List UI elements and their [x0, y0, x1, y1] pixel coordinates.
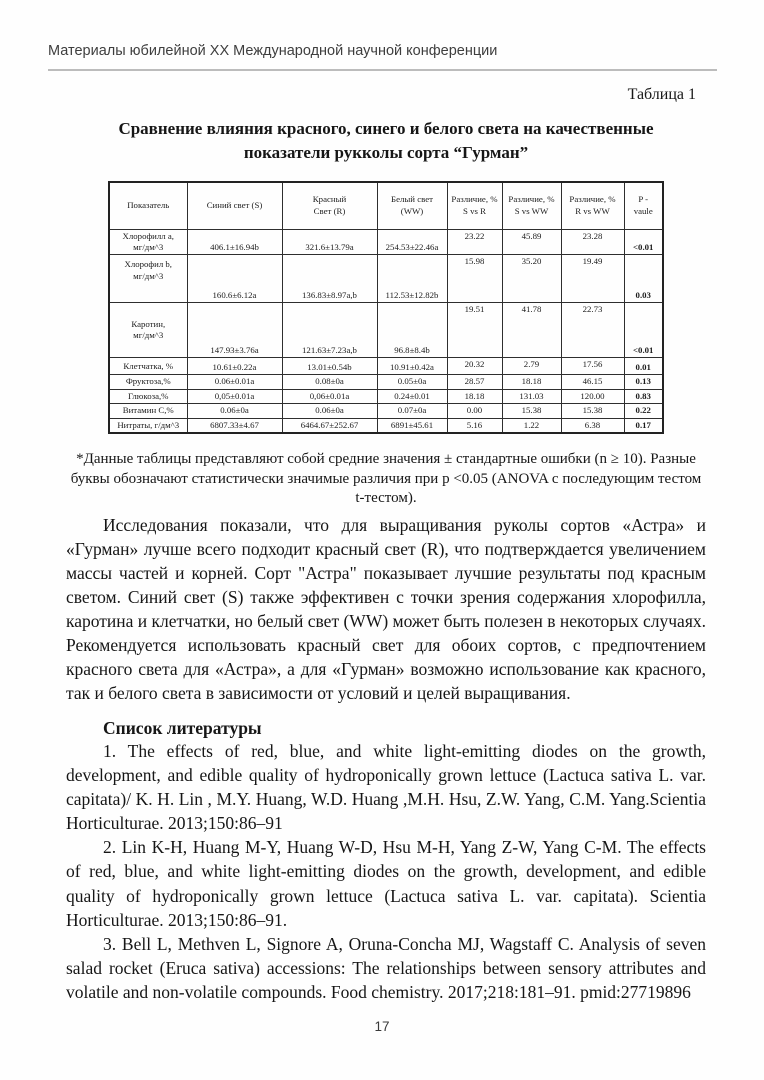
references-heading: Список литературы: [103, 718, 262, 739]
cell-value: 10.61±0.22a: [186, 357, 283, 376]
cell-pvalue: 0.03: [623, 254, 664, 304]
column-header-4: Различие, % S vs R: [446, 181, 503, 230]
table-row: Глюкоза,% 0,05±0.01a 0,06±0.01a 0.24±0.01 18…: [108, 388, 664, 405]
cell-value: 6464.67±252.67: [281, 417, 378, 434]
cell-pvalue: 0.22: [623, 403, 664, 419]
cell-value: 10.91±0.42a: [376, 357, 448, 376]
row-label: Хлорофилл a, мг/дм^3: [108, 228, 188, 256]
cell-difference: 23.22: [446, 228, 503, 256]
cell-value: 121.63±7.23a,b: [281, 302, 378, 359]
column-header-1: Синий свет (S): [186, 181, 283, 230]
cell-difference: 45.89: [501, 228, 562, 256]
cell-difference: 15.38: [560, 403, 625, 419]
cell-difference: 18.18: [501, 374, 562, 390]
cell-difference: 120.00: [560, 388, 625, 405]
row-label: Витамин C,%: [108, 403, 188, 419]
page-content: Таблица 1 Сравнение влияния красного, си…: [66, 84, 706, 1004]
cell-value: 0.08±0a: [281, 374, 378, 390]
cell-value: 0.06±0a: [186, 403, 283, 419]
row-label: Глюкоза,%: [108, 388, 188, 405]
cell-value: 0,05±0.01a: [186, 388, 283, 405]
cell-pvalue: <0.01: [623, 302, 664, 359]
page-number: 17: [374, 1019, 390, 1034]
column-header-6: Различие, % R vs WW: [560, 181, 625, 230]
column-header-7: P - vaule: [623, 181, 664, 230]
cell-difference: 19.49: [560, 254, 625, 304]
cell-value: 406.1±16.94b: [186, 228, 283, 256]
cell-value: 147.93±3.76a: [186, 302, 283, 359]
table-row: Клетчатка, % 10.61±0.22a 13.01±0.54b 10.91±…: [108, 357, 664, 376]
reference-item-2: 2. Lin K-H, Huang M-Y, Huang W-D, Hsu M-…: [66, 837, 706, 930]
cell-difference: 15.38: [501, 403, 562, 419]
cell-difference: 20.32: [446, 357, 503, 376]
table-caption: Таблица 1: [627, 86, 696, 103]
table-footnote: *Данные таблицы представляют собой средн…: [70, 451, 702, 507]
row-label: Клетчатка, %: [108, 357, 188, 376]
cell-pvalue: <0.01: [623, 228, 664, 256]
row-label: Нитраты, г/дм^3: [108, 417, 188, 434]
cell-value: 0,06±0.01a: [281, 388, 378, 405]
cell-value: 0.07±0a: [376, 403, 448, 419]
column-header-0: Показатель: [108, 181, 188, 230]
column-header-2: Красный Свет (R): [281, 181, 378, 230]
cell-pvalue: 0.83: [623, 388, 664, 405]
cell-pvalue: 0.13: [623, 374, 664, 390]
cell-pvalue: 0.17: [623, 417, 664, 434]
table-row: Фруктоза,% 0.06±0.01a 0.08±0a 0.05±0a 28.57 1…: [108, 374, 664, 390]
cell-value: 6891±45.61: [376, 417, 448, 434]
column-header-3: Белый свет (WW): [376, 181, 448, 230]
cell-value: 0.05±0a: [376, 374, 448, 390]
row-label: Каротин, мг/дм^3: [108, 302, 188, 359]
row-label: Хлорофил b, мг/дм^3: [108, 254, 188, 304]
table-row: Хлорофил b, мг/дм^3 160.6±6.12a 136.83±8.9…: [108, 254, 664, 304]
reference-item-3: 3. Bell L, Methven L, Signore A, Oruna-C…: [66, 933, 706, 1002]
table-row: Нитраты, г/дм^3 6807.33±4.67 6464.67±252.6…: [108, 417, 664, 434]
cell-difference: 35.20: [501, 254, 562, 304]
cell-value: 0.06±0a: [281, 403, 378, 419]
column-header-5: Различие, % S vs WW: [501, 181, 562, 230]
body-paragraph: Исследования показали, что для выращиван…: [66, 514, 706, 704]
cell-difference: 23.28: [560, 228, 625, 256]
row-label: Фруктоза,%: [108, 374, 188, 390]
table-title: Сравнение влияния красного, синего и бел…: [118, 119, 654, 162]
cell-value: 13.01±0.54b: [281, 357, 378, 376]
reference-item-1: 1. The effects of red, blue, and white l…: [66, 741, 706, 834]
table-row: Хлорофилл a, мг/дм^3 406.1±16.94b 321.6±13…: [108, 228, 664, 256]
running-head: Материалы юбилейной XX Международной нау…: [48, 43, 717, 71]
cell-difference: 0.00: [446, 403, 503, 419]
table-header-row: Показатель Синий свет (S) Красный Свет (R)…: [108, 181, 664, 230]
results-table: Показатель Синий свет (S) Красный Свет (R)…: [108, 180, 664, 435]
cell-value: 321.6±13.79a: [281, 228, 378, 256]
cell-value: 96.8±8.4b: [376, 302, 448, 359]
cell-difference: 28.57: [446, 374, 503, 390]
cell-value: 0.06±0.01a: [186, 374, 283, 390]
cell-difference: 6.38: [560, 417, 625, 434]
cell-difference: 18.18: [446, 388, 503, 405]
cell-difference: 5.16: [446, 417, 503, 434]
table-row: Витамин C,% 0.06±0a 0.06±0a 0.07±0a 0.00 15.3…: [108, 403, 664, 419]
cell-value: 254.53±22.46a: [376, 228, 448, 256]
table-row: Каротин, мг/дм^3 147.93±3.76a 121.63±7.23a…: [108, 302, 664, 359]
cell-value: 136.83±8.97a,b: [281, 254, 378, 304]
cell-difference: 46.15: [560, 374, 625, 390]
cell-value: 112.53±12.82b: [376, 254, 448, 304]
cell-difference: 19.51: [446, 302, 503, 359]
cell-value: 160.6±6.12a: [186, 254, 283, 304]
cell-value: 0.24±0.01: [376, 388, 448, 405]
cell-pvalue: 0.01: [623, 357, 664, 376]
cell-difference: 22.73: [560, 302, 625, 359]
cell-difference: 15.98: [446, 254, 503, 304]
cell-difference: 2.79: [501, 357, 562, 376]
cell-value: 6807.33±4.67: [186, 417, 283, 434]
cell-difference: 17.56: [560, 357, 625, 376]
cell-difference: 41.78: [501, 302, 562, 359]
cell-difference: 1.22: [501, 417, 562, 434]
cell-difference: 131.03: [501, 388, 562, 405]
